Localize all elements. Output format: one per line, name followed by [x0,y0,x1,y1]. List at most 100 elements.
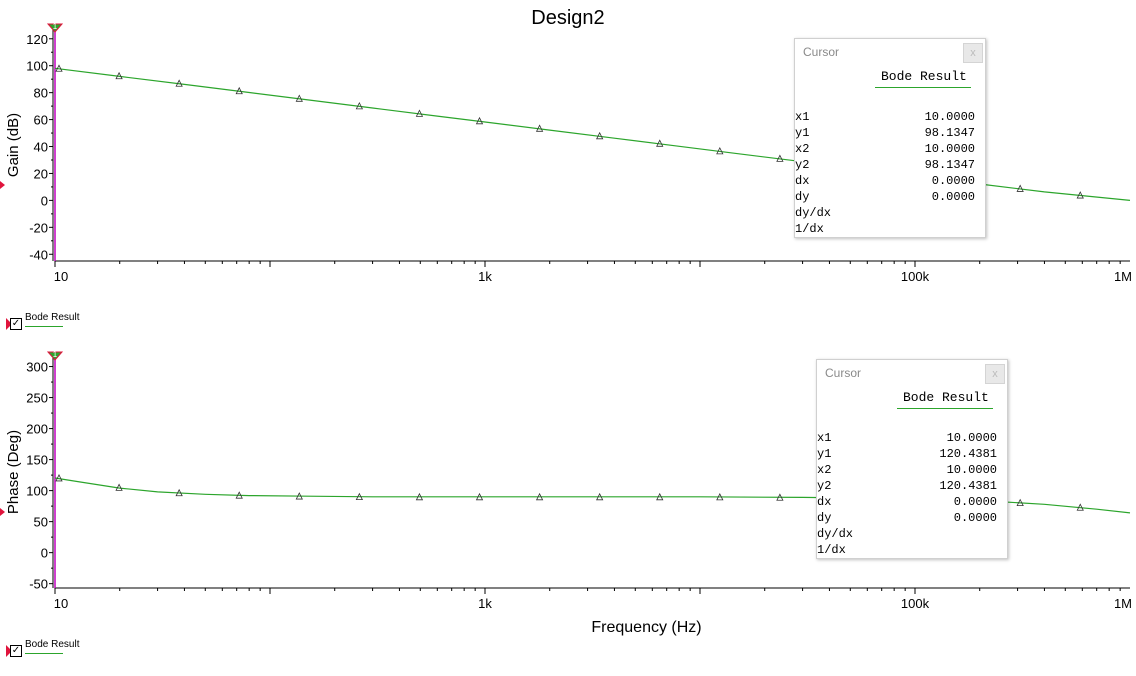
data-point [1016,498,1024,507]
y-tick-label: 80 [34,86,48,101]
cursor-readout-table: x1 10.0000 y1 98.1347 x2 10.0000 y2 98.1347 dx 0.… [795,109,975,237]
legend-line-swatch [25,653,63,654]
data-point [776,154,784,162]
cursor-handle-icon [46,23,64,33]
cursor-row-value: 10.0000 [946,463,997,477]
cursor-row-dy: dy 0.0000 [795,189,975,205]
y-tick-label: 150 [26,453,48,468]
x-tick-label: 100k [901,269,930,284]
y-tick-label: 40 [34,140,48,155]
legend-gain[interactable]: ✓ Bode Result [6,312,80,332]
cursor-window-gain[interactable]: Cursor x Bode Result x1 10.0000 y1 98.1347 x… [794,38,986,238]
close-icon[interactable]: x [963,43,983,63]
y-tick-label: 100 [26,59,48,74]
y-tick-label: -20 [29,220,48,235]
cursor-row-y2: y2 98.1347 [795,157,975,173]
y-tick-label: 0 [41,193,48,208]
cursor-row-value: 120.4381 [939,479,997,493]
cursor-row-dy: dy 0.0000 [817,510,997,526]
cursor-row-label: dy/dx [817,527,854,541]
cursor-row-dy-dx: dy/dx [795,205,975,221]
cursor-row-label: y1 [795,126,810,140]
cursor-row-label: 1/dx [795,222,824,236]
x-tick-label: 1M [1114,269,1132,284]
phase-plot-area[interactable]: 1 10 1k 100k 1M 300 250 200 150 100 50 0 -50 Phase (D… [0,350,1132,636]
cursor-readout-table: x1 10.0000 y1 120.4381 x2 10.0000 y2 120.4381 dx… [817,430,997,558]
data-point [716,146,724,155]
cursor-row-1-dx: 1/dx [795,221,975,237]
data-point [475,492,484,501]
cursor-row-label: dy [817,511,832,525]
cursor-row-value: 98.1347 [924,158,975,172]
y-axis-label: Phase (Deg) [5,430,22,514]
data-point [355,492,364,501]
data-point [475,116,484,125]
y-tick-label: -50 [29,577,48,592]
cursor-window-phase[interactable]: Cursor x Bode Result x1 10.0000 y1 120.4381… [816,359,1008,559]
close-icon[interactable]: x [985,364,1005,384]
x-tick-label: 100k [901,596,930,611]
cursor-row-label: dy/dx [795,206,832,220]
chart-title: Design2 [531,7,604,29]
legend-label: Bode Result [25,639,80,650]
cursor-row-dy-dx: dy/dx [817,526,997,542]
x-axis-label: Frequency (Hz) [591,619,701,636]
x-tick-label: 1M [1114,596,1132,611]
data-point [235,86,243,95]
data-point [175,488,183,497]
cursor-row-label: dx [817,495,832,509]
series-visibility-checkbox[interactable]: ✓ [10,645,22,657]
series-marker-icon [6,318,12,330]
y-tick-label: 0 [41,546,48,561]
y-tick-label: 60 [34,113,48,128]
y-tick-label: 100 [26,484,48,499]
legend-phase[interactable]: ✓ Bode Result [6,639,80,659]
data-point [656,139,664,147]
cursor-row-label: dy [795,190,810,204]
cursor-handle-label: 1 [53,22,58,31]
cursor-row-value: 10.0000 [946,431,997,445]
cursor-row-label: y2 [817,479,832,493]
y-tick-label: 200 [26,422,48,437]
cursor-window-title: Cursor [825,366,862,380]
cursor-row-x1: x1 10.0000 [817,430,997,446]
cursor-row-label: 1/dx [817,543,846,557]
data-point [1076,503,1084,511]
series-visibility-checkbox[interactable]: ✓ [10,318,22,330]
data-point [415,492,424,501]
data-point [175,79,183,87]
y-tick-label: 250 [26,391,48,406]
cursor-row-y1: y1 120.4381 [817,446,997,462]
legend-line-swatch [25,326,63,327]
data-point [596,492,604,501]
data-point [1016,184,1024,192]
data-point [115,483,123,491]
cursor-handle-icon [46,351,64,361]
axis-marker-icon [0,181,5,189]
cursor-window-title: Cursor [803,45,840,59]
y-tick-label: 120 [26,32,48,47]
cursor-series-line [897,408,993,409]
data-point [55,474,63,482]
cursor-row-label: y1 [817,447,832,461]
data-point [115,71,123,80]
cursor-series-label: Bode Result [903,390,989,405]
cursor-row-1-dx: 1/dx [817,542,997,558]
data-point [656,492,664,501]
cursor-row-label: y2 [795,158,810,172]
data-point [295,492,303,500]
data-point [776,493,784,501]
cursor-row-dx: dx 0.0000 [795,173,975,189]
cursor-row-value: 10.0000 [924,110,975,124]
data-point [596,131,604,140]
cursor-row-label: dx [795,174,810,188]
y-tick-label: -40 [29,247,48,262]
cursor-row-value: 0.0000 [931,174,975,188]
cursor-row-value: 0.0000 [953,495,997,509]
cursor-series-label: Bode Result [881,69,967,84]
cursor-row-label: x1 [817,431,832,445]
legend-label: Bode Result [25,312,80,323]
data-point [295,94,303,102]
data-point [235,491,243,499]
cursor-row-label: x2 [817,463,832,477]
